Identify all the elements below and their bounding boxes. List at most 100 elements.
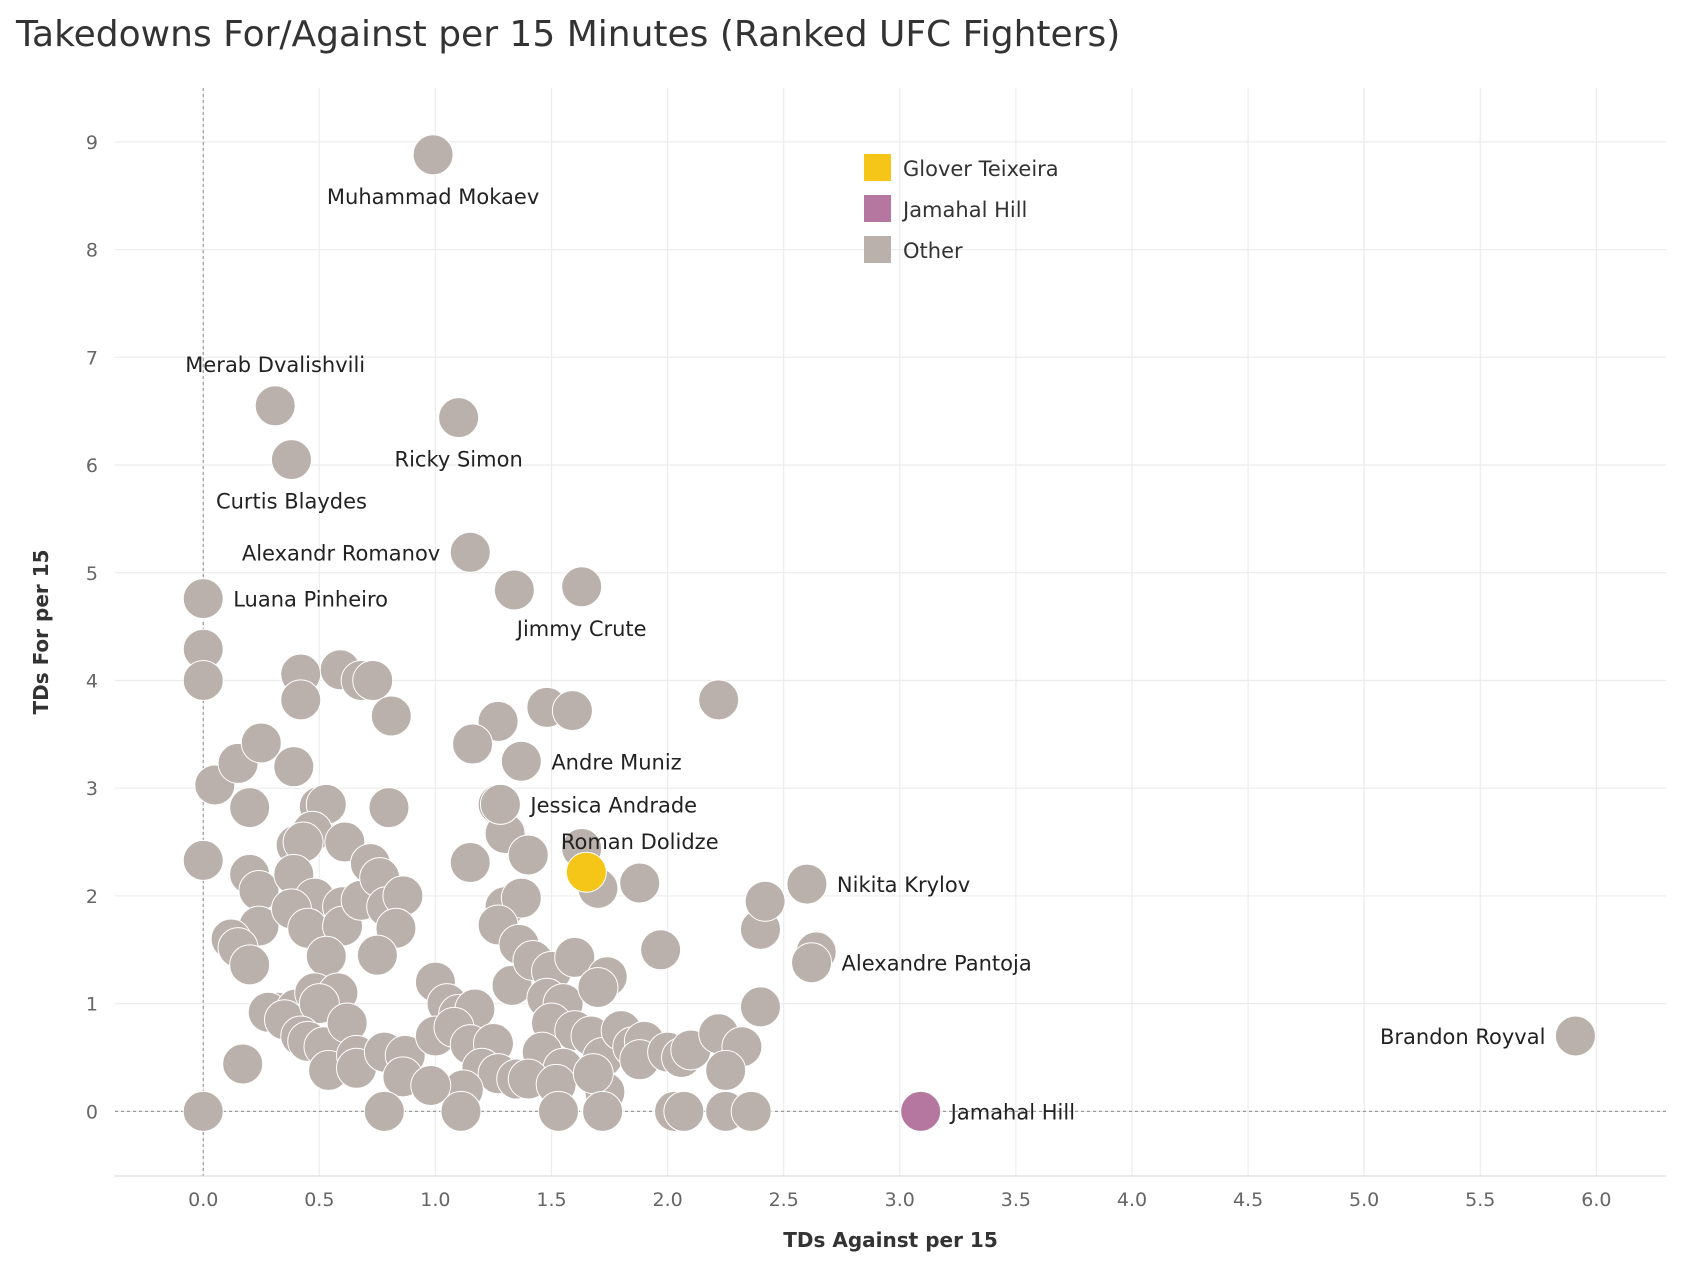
data-point xyxy=(182,1090,224,1132)
legend-swatch xyxy=(864,154,891,181)
data-point xyxy=(370,695,412,737)
point-label: Brandon Royval xyxy=(1380,1025,1545,1049)
data-point-alexandr-romanov xyxy=(449,531,491,573)
y-tick-label: 8 xyxy=(86,240,98,262)
data-point-jessica-andrade xyxy=(479,783,521,825)
y-tick-label: 1 xyxy=(86,994,98,1016)
data-point-alexandre-pantoja xyxy=(791,942,833,984)
data-point xyxy=(352,659,394,701)
x-tick-label: 2.5 xyxy=(769,1189,799,1211)
y-tick-label: 6 xyxy=(86,455,98,477)
point-label: Jessica Andrade xyxy=(528,793,697,817)
x-tick-label: 0.0 xyxy=(188,1189,218,1211)
y-tick-label: 3 xyxy=(86,778,98,800)
data-point xyxy=(449,842,491,884)
data-point xyxy=(730,1090,772,1132)
data-point xyxy=(739,986,781,1028)
data-points xyxy=(182,134,1596,1132)
data-point-andre-muniz xyxy=(500,740,542,782)
data-point xyxy=(551,690,593,732)
data-point xyxy=(363,1090,405,1132)
data-point xyxy=(537,1090,579,1132)
point-label: Luana Pinheiro xyxy=(233,588,388,612)
x-tick-label: 4.5 xyxy=(1233,1189,1263,1211)
data-point-brandon-royval xyxy=(1554,1015,1596,1057)
point-label: Muhammad Mokaev xyxy=(327,185,539,209)
legend-label: Jamahal Hill xyxy=(901,198,1027,222)
data-point xyxy=(240,722,282,764)
x-tick-label: 3.0 xyxy=(885,1189,915,1211)
x-tick-label: 1.0 xyxy=(420,1189,450,1211)
x-tick-label: 0.5 xyxy=(304,1189,334,1211)
y-tick-label: 7 xyxy=(86,347,98,369)
point-label: Alexandre Pantoja xyxy=(842,952,1032,976)
data-point xyxy=(577,966,619,1008)
legend-swatch xyxy=(864,195,891,222)
data-point xyxy=(229,944,271,986)
point-label: Jimmy Crute xyxy=(515,617,647,641)
data-point xyxy=(572,1053,614,1095)
chart-title: Takedowns For/Against per 15 Minutes (Ra… xyxy=(16,14,1121,55)
data-point xyxy=(305,935,347,977)
data-point-ricky-simon xyxy=(438,397,480,439)
data-point xyxy=(640,929,682,971)
x-tick-label: 1.5 xyxy=(536,1189,566,1211)
data-point xyxy=(440,1090,482,1132)
y-tick-label: 4 xyxy=(86,670,98,692)
data-point-muhammad-mokaev xyxy=(412,134,454,176)
data-point xyxy=(356,934,398,976)
x-tick-label: 6.0 xyxy=(1581,1189,1611,1211)
data-point xyxy=(229,787,271,829)
x-axis-label: TDs Against per 15 xyxy=(783,1228,997,1252)
point-label: Curtis Blaydes xyxy=(216,490,367,514)
legend: Glover Teixeira Jamahal Hill Other xyxy=(864,154,1059,263)
axes: 0.0 0.5 1.0 1.5 2.0 2.5 3.0 3.5 4.0 4.5 5.0 5.5 6.0 0… xyxy=(86,88,1666,1211)
data-point xyxy=(698,679,740,721)
data-point-glover-teixeira xyxy=(565,851,607,893)
data-point xyxy=(452,723,494,765)
legend-swatch xyxy=(864,236,891,263)
data-point-jamahal-hill xyxy=(900,1090,942,1132)
data-point xyxy=(582,1090,624,1132)
data-point xyxy=(500,877,542,919)
data-point-jimmy-crute xyxy=(561,566,603,608)
x-tick-label: 5.0 xyxy=(1349,1189,1379,1211)
data-point-merab-dvalishvili xyxy=(254,385,296,427)
y-tick-label: 0 xyxy=(86,1101,98,1123)
data-point xyxy=(493,569,535,611)
data-point xyxy=(222,1043,264,1085)
data-point xyxy=(273,746,315,788)
data-point xyxy=(663,1090,705,1132)
point-label: Nikita Krylov xyxy=(837,873,970,897)
data-point-nikita-krylov xyxy=(786,863,828,905)
point-label: Ricky Simon xyxy=(394,448,522,472)
legend-label: Glover Teixeira xyxy=(903,157,1059,181)
point-label: Alexandr Romanov xyxy=(242,541,440,565)
data-point xyxy=(410,1065,452,1107)
y-tick-label: 2 xyxy=(86,886,98,908)
data-point xyxy=(705,1049,747,1091)
data-point-luana-pinheiro xyxy=(182,578,224,620)
y-tick-label: 9 xyxy=(86,132,98,154)
x-tick-label: 5.5 xyxy=(1465,1189,1495,1211)
point-labels: Muhammad Mokaev Merab Dvalishvili Ricky Si… xyxy=(185,185,1545,1125)
x-tick-label: 2.0 xyxy=(652,1189,682,1211)
data-point xyxy=(554,936,596,978)
legend-label: Other xyxy=(903,239,963,263)
data-point xyxy=(182,839,224,881)
data-point xyxy=(182,659,224,701)
point-label: Andre Muniz xyxy=(551,750,681,774)
point-label: Jamahal Hill xyxy=(949,1100,1075,1124)
data-point-roman-dolidze xyxy=(619,862,661,904)
point-label: Merab Dvalishvili xyxy=(185,353,365,377)
x-tick-label: 4.0 xyxy=(1117,1189,1147,1211)
point-label: Roman Dolidze xyxy=(561,830,719,854)
y-axis-label: TDs For per 15 xyxy=(29,549,53,714)
data-point xyxy=(744,880,786,922)
data-point xyxy=(507,834,549,876)
data-point-curtis-blaydes xyxy=(270,439,312,481)
data-point xyxy=(368,787,410,829)
data-point xyxy=(280,679,322,721)
x-tick-label: 3.5 xyxy=(1001,1189,1031,1211)
